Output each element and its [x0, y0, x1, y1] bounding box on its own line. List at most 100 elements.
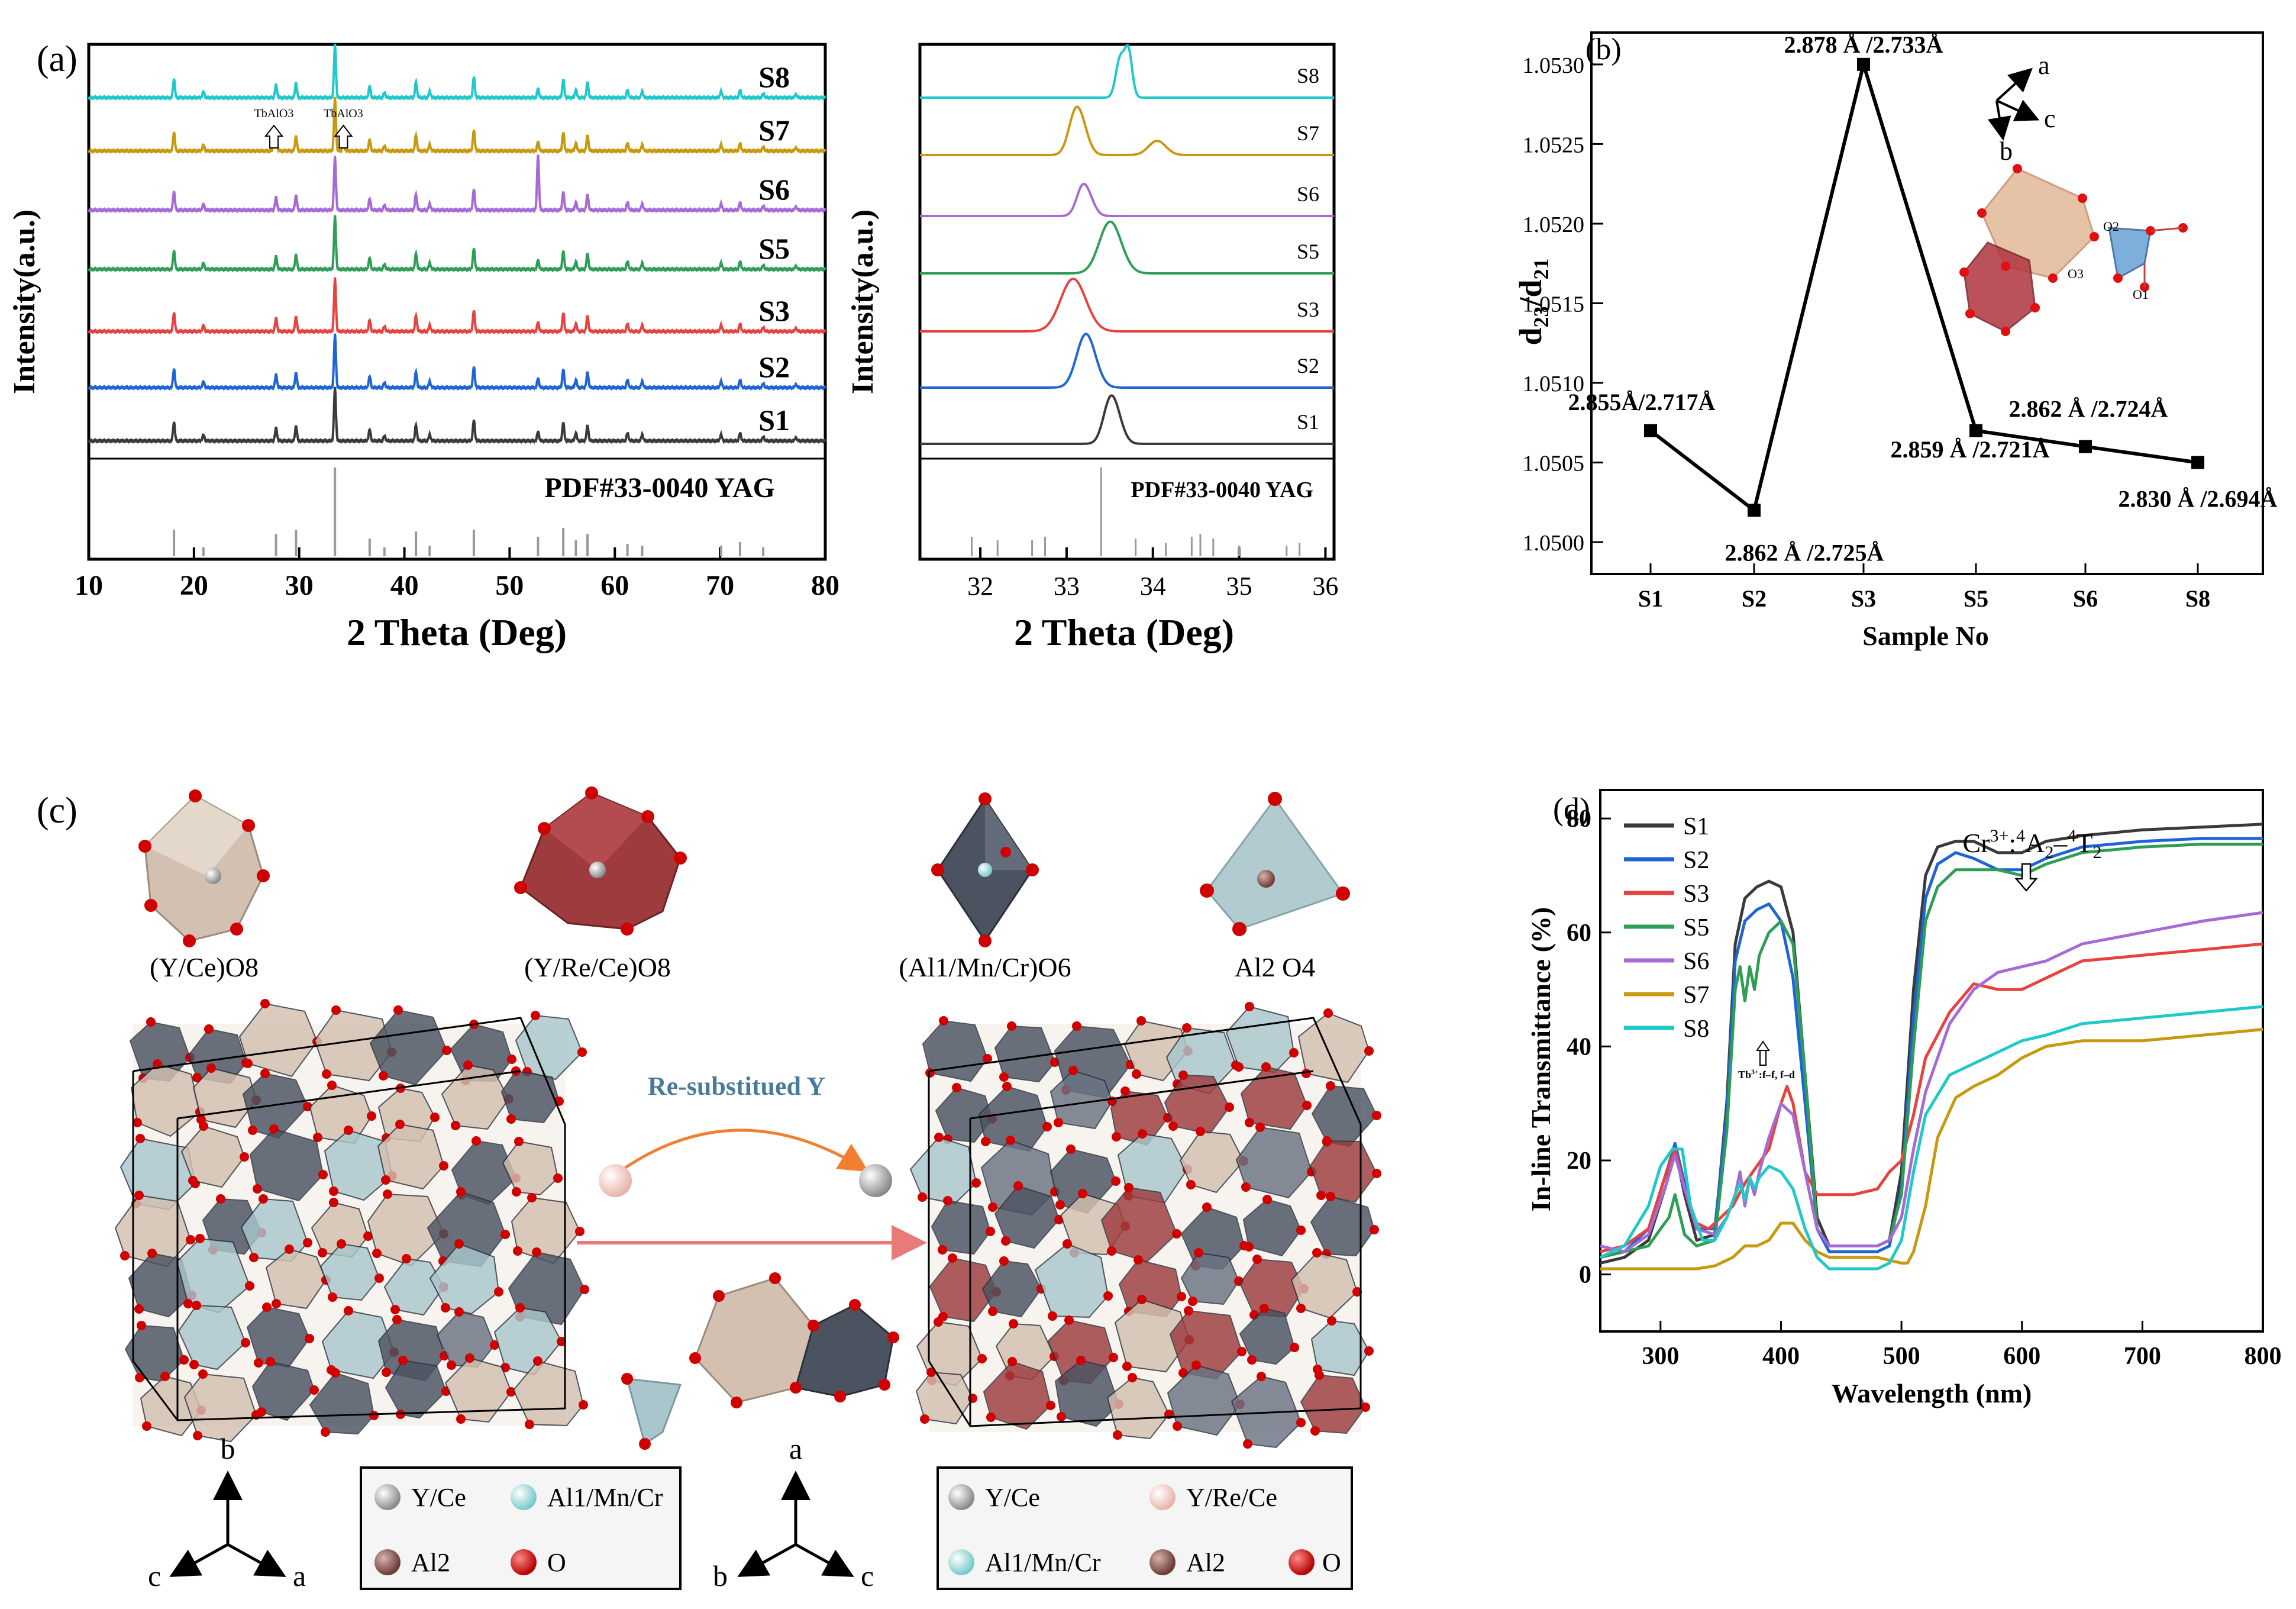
- crystal-left-polyhedron-47: [444, 1357, 512, 1423]
- d-ratio-point-S6: [2079, 440, 2092, 453]
- crystal-left-oxygen-47-2: [396, 1410, 405, 1419]
- crystal-left-oxygen-26-2: [372, 1249, 382, 1258]
- crystal-left-polyhedron-3: [314, 1009, 393, 1082]
- trans-xtick-label-700: 700: [2124, 1343, 2161, 1370]
- crystal-right-oxygen-31-2: [1048, 1311, 1057, 1321]
- axis-right-b: b: [713, 1559, 728, 1592]
- crystal-right-oxygen-33-2: [1188, 1297, 1197, 1306]
- crystal-left-oxygen-4-4: [331, 1005, 341, 1015]
- crystal-left-polyhedron-8: [192, 1067, 257, 1128]
- substitution-arrow: [614, 1128, 869, 1176]
- tb-up-arrow: [1756, 1040, 1770, 1066]
- crystal-left-oxygen-30-4: [195, 1234, 205, 1243]
- crystal-right-oxygen-9-2: [981, 1137, 990, 1146]
- crystal-left-oxygen-5-0: [442, 1046, 451, 1055]
- crystal-right-polyhedron-22: [994, 1185, 1060, 1249]
- crystal-left-oxygen-19-2: [381, 1175, 390, 1185]
- xrd-full-series-S8: [88, 43, 826, 101]
- re-atom: [599, 1164, 632, 1197]
- d-ratio-xtick-label-S5: S5: [1964, 585, 1988, 612]
- d-ratio-ylabel: d23/d21: [1513, 258, 1553, 345]
- crystal-right-oxygen-39-2: [1122, 1362, 1132, 1371]
- xrd-full-tick-label-10: 10: [75, 570, 103, 601]
- crystal-left-oxygen-28-0: [575, 1227, 585, 1236]
- xrd-full-tick-label-40: 40: [390, 570, 419, 601]
- xrd-full-frame: [87, 43, 827, 561]
- crystal-left-oxygen-3-4: [260, 999, 270, 1008]
- crystal-left-oxygen-40-4: [392, 1315, 402, 1324]
- crystal-right-oxygen-49-4: [1315, 1371, 1324, 1380]
- crystal-right-oxygen-42-4: [1327, 1316, 1336, 1326]
- crystal-right-oxygen-38-0: [1109, 1353, 1118, 1362]
- xrd-full-x-ticks: 10 20 30 40 50 60 70 80: [75, 547, 839, 601]
- trans-legend-label-S8: S8: [1683, 1015, 1709, 1043]
- xrd-full-tick-label-30: 30: [285, 570, 314, 601]
- crystal-right-oxygen-41-2: [1247, 1355, 1257, 1365]
- xrd-full-xlabel: 2 Theta (Deg): [347, 611, 567, 653]
- xrd-zoom-ylabel: Intensity(a.u.): [846, 209, 880, 394]
- crystal-left-oxygen-28-2: [513, 1246, 522, 1256]
- crystal-left-oxygen-48-4: [465, 1353, 474, 1363]
- panel-d-label: (d): [1553, 791, 1590, 827]
- crystal-left-oxygen-30-0: [245, 1281, 254, 1291]
- crystal-left-oxygen-18-4: [344, 1126, 353, 1135]
- polyhedron-al2-o4: [1200, 792, 1350, 936]
- crystal-left-polyhedron-12: [441, 1064, 510, 1130]
- trans-legend-label-S7: S7: [1683, 982, 1709, 1009]
- crystal-right-oxygen-19-2: [1186, 1180, 1196, 1189]
- xrd-zoom-series-label-S2: S2: [1297, 354, 1319, 378]
- crystal-right-oxygen-48-0: [1296, 1418, 1306, 1427]
- crystal-right-polyhedron-32: [1180, 1252, 1240, 1305]
- crystal-right-oxygen-23-4: [1013, 1181, 1023, 1191]
- crystal-right-oxygen-20-4: [1255, 1123, 1265, 1132]
- xrd-full-tick-label-20: 20: [180, 570, 208, 601]
- xrd-full-series-label-S3: S3: [758, 294, 790, 327]
- d-ratio-xtick-label-S1: S1: [1638, 585, 1663, 612]
- crystal-left-polyhedron-46: [385, 1359, 447, 1419]
- crystal-right-polyhedron-19: [1235, 1126, 1313, 1199]
- crystal-right-oxygen-22-4: [943, 1196, 952, 1205]
- crystal-right-oxygen-33-4: [1194, 1248, 1203, 1257]
- crystal-left-oxygen-27-4: [456, 1187, 466, 1197]
- panel-c-label: (c): [37, 791, 77, 831]
- xrd-full-series-S3: [88, 277, 826, 335]
- crystal-right-polyhedron-7: [935, 1086, 993, 1143]
- crystal-right-oxygen-23-2: [1001, 1236, 1010, 1246]
- crystal-left-oxygen-44-4: [198, 1369, 208, 1379]
- trans-ytick-label-80: 80: [1567, 805, 1591, 833]
- crystal-right-polyhedron-6: [1297, 1012, 1370, 1084]
- inset-axis-b: b: [2000, 137, 2013, 166]
- legend-right-item-2: Y/Re/Ce: [1186, 1483, 1277, 1512]
- crystal-right-oxygen-40-4: [1184, 1306, 1193, 1315]
- crystal-right-oxygen-12-2: [1168, 1121, 1178, 1131]
- crystal-right-oxygen-6-2: [1234, 1062, 1244, 1072]
- trans-ytick-label-60: 60: [1567, 920, 1591, 947]
- xrd-zoom-series-label-S7: S7: [1297, 121, 1319, 145]
- crystal-right-polyhedron-26: [1242, 1198, 1302, 1257]
- crystal-right-oxygen-6-4: [1245, 1002, 1254, 1011]
- trans-legend-label-S2: S2: [1683, 847, 1709, 874]
- crystal-right-oxygen-16-2: [988, 1202, 997, 1212]
- trans-legend-label-S5: S5: [1683, 914, 1709, 941]
- transmittance-series: [1599, 823, 2263, 1271]
- axis-left-c: c: [148, 1559, 161, 1592]
- crystal-right-oxygen-43-0: [968, 1394, 977, 1403]
- polyhedron-label-4: Al2 O4: [1235, 952, 1316, 982]
- crystal-right-oxygen-32-0: [1177, 1292, 1186, 1301]
- legend-left-item-2: Al1/Mn/Cr: [547, 1483, 663, 1512]
- xrd-full-series-S5: [88, 215, 826, 273]
- crystal-left-oxygen-7-4: [531, 1011, 540, 1020]
- crystal-left-polyhedron-4: [369, 1009, 448, 1086]
- crystal-right-oxygen-36-0: [977, 1354, 987, 1363]
- d-ratio-series: 2.855Å/2.717Å 2.862 Å /2.725Å 2.878 Å /2.7…: [1568, 31, 2278, 566]
- crystal-left-oxygen-17-0: [318, 1170, 328, 1179]
- crystal-right-oxygen-41-4: [1260, 1304, 1269, 1313]
- crystal-right-polyhedron-46: [1167, 1364, 1241, 1436]
- crystal-left-oxygen-24-4: [259, 1194, 268, 1204]
- crystal-left-oxygen-46-0: [369, 1411, 379, 1420]
- crystal-right-polyhedron-44: [1054, 1359, 1120, 1427]
- crystal-left-oxygen-49-4: [533, 1356, 542, 1366]
- crystal-right-oxygen-35-4: [1312, 1248, 1322, 1257]
- crystal-right-oxygen-47-2: [1173, 1421, 1182, 1431]
- xrd-zoom-series-S7: [920, 105, 1334, 156]
